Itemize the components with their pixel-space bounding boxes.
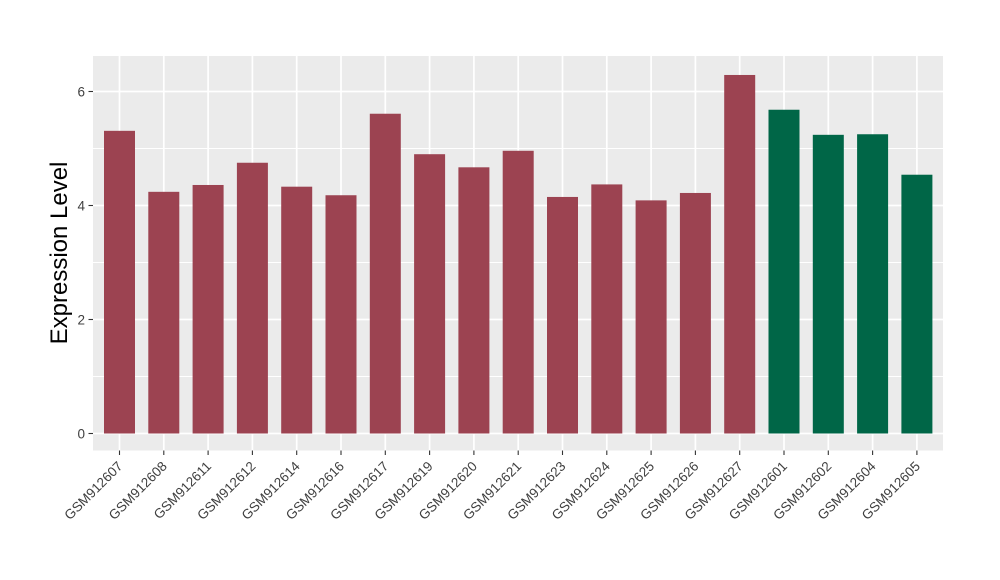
y-tick-label: 2 <box>77 312 85 327</box>
bars <box>104 74 933 434</box>
bar-GSM912612 <box>236 162 268 434</box>
bar-GSM912601 <box>768 109 800 434</box>
bar-GSM912619 <box>414 154 446 434</box>
bar-GSM912627 <box>724 74 756 434</box>
y-tick-label: 0 <box>77 426 85 441</box>
bar-GSM912608 <box>148 191 180 434</box>
bar-GSM912605 <box>901 174 933 434</box>
bar-GSM912626 <box>679 192 711 434</box>
bar-GSM912616 <box>325 195 357 434</box>
y-tick-label: 4 <box>77 198 85 213</box>
bar-GSM912617 <box>369 113 401 434</box>
y-axis-title: Expression Level <box>46 162 73 345</box>
bar-GSM912621 <box>502 150 534 434</box>
bar-GSM912620 <box>458 167 490 434</box>
bar-GSM912624 <box>591 184 623 434</box>
bar-GSM912611 <box>192 184 224 434</box>
bar-GSM912623 <box>547 196 578 434</box>
bar-GSM912625 <box>635 200 667 434</box>
y-tick-label: 6 <box>77 84 85 99</box>
bar-GSM912604 <box>857 134 889 434</box>
bar-GSM912602 <box>812 134 844 434</box>
bar-GSM912614 <box>281 186 313 434</box>
bar-GSM912607 <box>104 130 135 434</box>
